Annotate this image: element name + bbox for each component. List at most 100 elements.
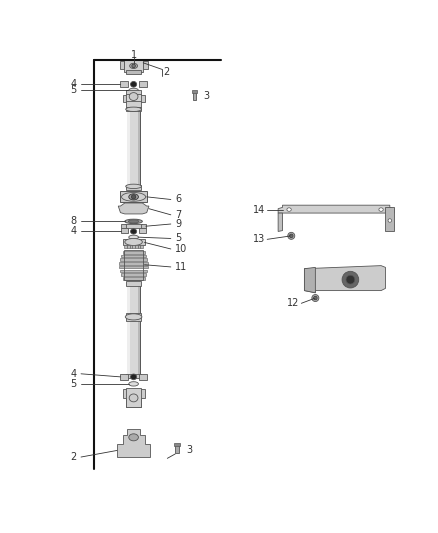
Ellipse shape (290, 234, 293, 238)
Ellipse shape (314, 296, 317, 300)
Ellipse shape (121, 192, 145, 201)
Bar (125, 224, 142, 228)
Text: 3: 3 (186, 445, 192, 455)
Text: 5: 5 (175, 233, 181, 244)
Bar (119, 266, 148, 269)
Ellipse shape (288, 232, 295, 239)
Bar (135, 246, 138, 248)
Text: 12: 12 (287, 298, 299, 308)
Text: 2: 2 (163, 68, 170, 77)
Ellipse shape (126, 184, 141, 189)
Ellipse shape (129, 382, 138, 386)
Bar (132, 246, 135, 248)
Bar (139, 228, 146, 233)
Ellipse shape (131, 195, 136, 199)
Bar (126, 374, 141, 378)
Bar (127, 283, 140, 376)
Text: 9: 9 (175, 219, 181, 229)
Bar (139, 374, 147, 379)
Text: 6: 6 (175, 195, 181, 205)
Polygon shape (304, 268, 315, 293)
Polygon shape (123, 91, 145, 102)
Polygon shape (117, 429, 150, 457)
Bar (127, 283, 130, 376)
Text: 5: 5 (71, 85, 77, 95)
Polygon shape (120, 61, 124, 69)
Ellipse shape (128, 220, 139, 223)
Bar (126, 101, 141, 107)
Ellipse shape (388, 219, 392, 222)
Ellipse shape (131, 82, 137, 87)
Bar (121, 223, 126, 229)
Bar (138, 246, 140, 248)
Text: 14: 14 (253, 205, 265, 215)
Text: 11: 11 (175, 262, 187, 272)
Bar (126, 184, 141, 190)
Ellipse shape (131, 229, 137, 234)
Bar (193, 92, 196, 100)
Polygon shape (124, 60, 143, 71)
Bar (141, 223, 146, 229)
Bar (119, 262, 148, 265)
Text: 4: 4 (71, 79, 77, 90)
Bar (126, 107, 141, 111)
Ellipse shape (129, 93, 138, 101)
Ellipse shape (342, 271, 359, 288)
Bar (121, 273, 146, 276)
Bar (120, 374, 128, 379)
Bar (120, 270, 147, 272)
Bar (130, 246, 132, 248)
Polygon shape (123, 389, 145, 407)
Ellipse shape (129, 235, 138, 239)
Bar (138, 283, 140, 376)
Bar (126, 70, 141, 74)
Ellipse shape (129, 88, 138, 93)
Bar (120, 191, 147, 202)
Text: 4: 4 (71, 369, 77, 379)
Bar (126, 94, 141, 102)
Text: 13: 13 (253, 235, 265, 244)
Bar (127, 108, 130, 188)
Text: 10: 10 (175, 244, 187, 254)
Ellipse shape (129, 434, 138, 441)
Ellipse shape (129, 394, 138, 402)
Bar (124, 246, 127, 248)
Text: 5: 5 (71, 379, 77, 389)
Ellipse shape (312, 295, 319, 302)
Text: 8: 8 (71, 216, 77, 227)
Bar (126, 313, 141, 321)
Bar (121, 228, 128, 233)
Ellipse shape (379, 208, 383, 211)
Text: 7: 7 (175, 210, 181, 220)
Bar (123, 251, 145, 254)
Ellipse shape (125, 238, 142, 246)
Polygon shape (278, 205, 394, 213)
Bar (175, 445, 179, 453)
Polygon shape (385, 207, 394, 231)
Ellipse shape (130, 63, 138, 69)
Ellipse shape (346, 275, 355, 284)
Polygon shape (278, 213, 283, 231)
Ellipse shape (125, 219, 142, 223)
Ellipse shape (287, 208, 291, 211)
Ellipse shape (126, 107, 141, 111)
Bar (120, 81, 128, 87)
Bar (192, 91, 197, 93)
Ellipse shape (129, 194, 138, 200)
Bar (174, 443, 180, 446)
Text: 1: 1 (131, 51, 137, 60)
Ellipse shape (131, 374, 137, 379)
Polygon shape (304, 265, 385, 293)
Bar (120, 259, 147, 261)
Ellipse shape (132, 64, 135, 68)
Bar (138, 108, 140, 188)
Bar (139, 81, 147, 87)
Bar (127, 246, 130, 248)
Bar (126, 388, 141, 407)
Bar (123, 277, 145, 280)
Text: 4: 4 (71, 227, 77, 237)
Bar (121, 255, 146, 257)
Bar (126, 281, 141, 286)
Text: 2: 2 (71, 452, 77, 462)
Bar (140, 246, 143, 248)
